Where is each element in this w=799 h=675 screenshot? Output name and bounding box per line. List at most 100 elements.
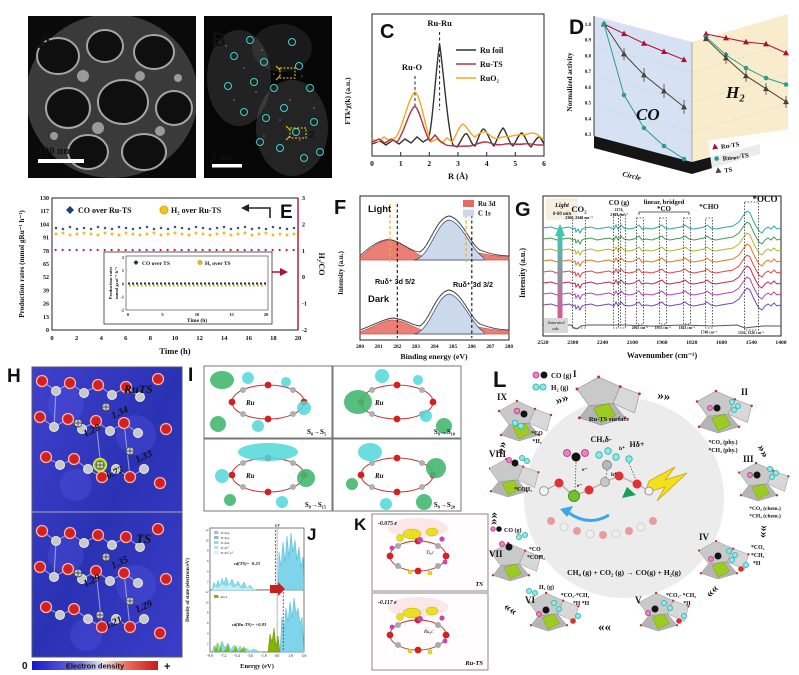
svg-text:5: 5	[680, 163, 685, 169]
g-band-boxes	[572, 201, 759, 331]
svg-text:2: 2	[427, 159, 431, 168]
j-edruts-label: εd(Ru-TS)= +0.83	[232, 622, 267, 627]
svg-text:»»: »»	[553, 389, 570, 408]
c-curve-ruo2	[371, 91, 545, 144]
svg-text:14: 14	[221, 335, 228, 342]
svg-text:4: 4	[207, 569, 209, 573]
svg-text:52: 52	[43, 275, 49, 281]
k-site-ru: Ru₆c	[423, 630, 434, 635]
svg-text:»»: »»	[754, 442, 773, 460]
g-star-co-label: *CO	[657, 205, 672, 213]
svg-text:281: 281	[375, 344, 383, 350]
g-star-cho-label: *CHO	[699, 203, 719, 211]
l-sp-ii-1: *CO₂ (phy.)	[708, 439, 737, 446]
svg-text:3: 3	[302, 196, 305, 202]
l-h2-release: H₂ (g)	[526, 584, 554, 596]
e-ylabel-left: Production rates (mmol gRu⁻¹ h⁻¹)	[18, 210, 26, 318]
l-legend-co: CO (g)	[551, 372, 572, 380]
h-cbar-gradient	[32, 661, 158, 670]
d-legend-ru-ts: Ru-TS	[721, 141, 741, 151]
i-ru-label-3: Ru	[245, 472, 255, 480]
svg-text:18: 18	[270, 335, 277, 342]
svg-text:1960: 1960	[656, 340, 667, 346]
l-surface-row	[547, 517, 657, 539]
g-co-gas-label: CO (g)	[609, 199, 630, 207]
l-sp-vii-1: *CO	[529, 547, 541, 553]
l-h2-gas-label: H₂ (g)	[539, 584, 554, 591]
panel-k: -0.075 e Ti₆c TS -0.117 e Ru₆c Ru-TS K	[352, 512, 490, 675]
f-xtick-labels: 280 281 282 283 284 285 286 287 288	[356, 344, 513, 350]
panel-h-figure: 1.34 1.28 1.33 0.72 RuTS	[7, 366, 183, 673]
j-ti-legend: Ti dxy Ti dyz Ti dxz Ti dz² Ti dx²-y²	[214, 531, 233, 555]
panel-g-label: G	[515, 199, 531, 221]
l-station-ii: II *CO₂ (phy.) *CH₄ (phy.)	[695, 387, 754, 454]
svg-text:26: 26	[43, 302, 49, 308]
d-series-h2	[703, 30, 789, 108]
svg-text:3: 3	[456, 159, 460, 168]
g-saturated-ads: Saturated ads.	[544, 318, 568, 333]
i-s20-label: S₀→S₂₀	[434, 501, 455, 509]
panel-f-figure: Light Dark Ruδ⁺ 3d 5/2 Ruδ⁺ 3d 3/2 Ru 3d…	[334, 195, 513, 361]
l-sp-iii-1: *CO₂ (chem.)	[749, 505, 781, 512]
svg-text:91: 91	[43, 236, 49, 242]
d-ytick-labels: 1.0 0.9 0.8 0.7 0.6 0.5 0.4 0.3	[585, 23, 592, 138]
svg-text:ads.: ads.	[552, 326, 559, 331]
l-station-vi: VI *CO₂-*CH₂ *H *H	[525, 591, 590, 632]
c-peak-ru-o: Ru-O	[402, 62, 423, 72]
panel-i-figure: Ru S₀→S₅ Ru S₀→S₁₀ Ru S₀→S₁₅	[188, 365, 462, 512]
panel-c: 0 1 2 3 4 5 6 Ru-O Ru-Ru Ru foil Ru-TS RuO₂…	[336, 6, 564, 186]
panel-f-label: F	[334, 197, 346, 219]
svg-text:8: 8	[207, 549, 209, 553]
e-inset-ylabel-1: Production rates	[108, 266, 113, 299]
svg-text:130: 130	[40, 196, 49, 202]
c-ylabel: FTk³χ(k) (a.u.)	[343, 77, 352, 125]
k-name-ts: TS	[475, 581, 483, 588]
e-inset-xlabel: Time (h)	[187, 317, 207, 324]
i-s5-label: S₀→S₅	[307, 428, 326, 436]
f-legend: Ru 3d C 1s	[463, 200, 496, 218]
f-peak-32-label: Ruδ⁺ 3d 3/2	[453, 280, 493, 289]
svg-text:6: 6	[207, 559, 209, 563]
svg-text:4: 4	[207, 631, 209, 635]
svg-text:0.0: 0.0	[275, 654, 280, 658]
c-legend-ruo2: RuO₂	[480, 74, 499, 83]
svg-text:Ti dxz: Ti dxz	[221, 541, 230, 545]
f-ylabel: Intensity (a.u.)	[337, 250, 345, 294]
e-ylabel-right: H₂/CO	[317, 253, 326, 276]
panel-b-figure: 1 2 B 2 nm	[204, 16, 332, 178]
l-hole-label-1: h⁺	[619, 445, 625, 452]
g-bottom-bands: 2063 cm⁻¹ 1955 cm⁻¹ 1843 cm⁻¹ 1740 cm⁻¹ …	[632, 326, 764, 335]
svg-text:0: 0	[302, 275, 305, 281]
svg-text:-1.8: -1.8	[261, 654, 267, 658]
e-inset-xtick-labels: 0 5 10 15 20	[127, 312, 269, 317]
svg-text:-2: -2	[302, 328, 307, 334]
l-hole-arrow	[622, 487, 636, 498]
d-series-co	[601, 20, 687, 162]
i-ru-label-2: Ru	[374, 399, 384, 407]
e-inset-ylabel-2: mmol gcat⁻¹ h⁻¹	[114, 266, 119, 298]
panel-f: Light Dark Ruδ⁺ 3d 5/2 Ruδ⁺ 3d 3/2 Ru 3d…	[332, 188, 518, 365]
svg-text:286: 286	[468, 344, 476, 350]
panel-d: 1.0 0.9 0.8 0.7 0.6 0.5 0.4 0.3 1 2 3 4 5	[564, 2, 797, 185]
h-bottom-structure: 1.35 1.29 1.29 1.21 TS	[33, 522, 173, 640]
d-legend-runps-ts: Ruₙₚₛ-TS	[722, 152, 749, 163]
h-ruts-label: RuTS	[123, 382, 153, 396]
panel-j-label: J	[307, 525, 316, 544]
svg-text:5: 5	[161, 312, 164, 317]
svg-text:0.9: 0.9	[585, 39, 592, 44]
svg-text:2: 2	[122, 255, 124, 260]
svg-text:2: 2	[302, 222, 305, 228]
l-station-iii: III *CO₂ (chem.) *CH₄ (chem.)	[737, 454, 791, 520]
j-xlabel: Energy (eV)	[240, 663, 274, 670]
panel-d-label: D	[569, 16, 584, 39]
panel-g-figure: Light 0-80 min CO₂ 2360, 2340 cm⁻¹ CO (g…	[515, 194, 787, 360]
panel-j: EF Ti dxy Ti dyz Ti dxz Ti dz² Ti dx²-y²…	[182, 522, 322, 675]
f-legend-ru3d: Ru 3d	[478, 201, 496, 208]
e-inset-legend-h2: H₂ over TS	[205, 261, 231, 267]
svg-text:1554, 1520 cm⁻¹: 1554, 1520 cm⁻¹	[738, 331, 764, 335]
l-step-vii: VII	[489, 549, 503, 559]
svg-text:Saturated: Saturated	[547, 320, 565, 325]
d-ylabel: Normalized activity	[566, 52, 574, 111]
svg-text:6: 6	[124, 335, 128, 342]
